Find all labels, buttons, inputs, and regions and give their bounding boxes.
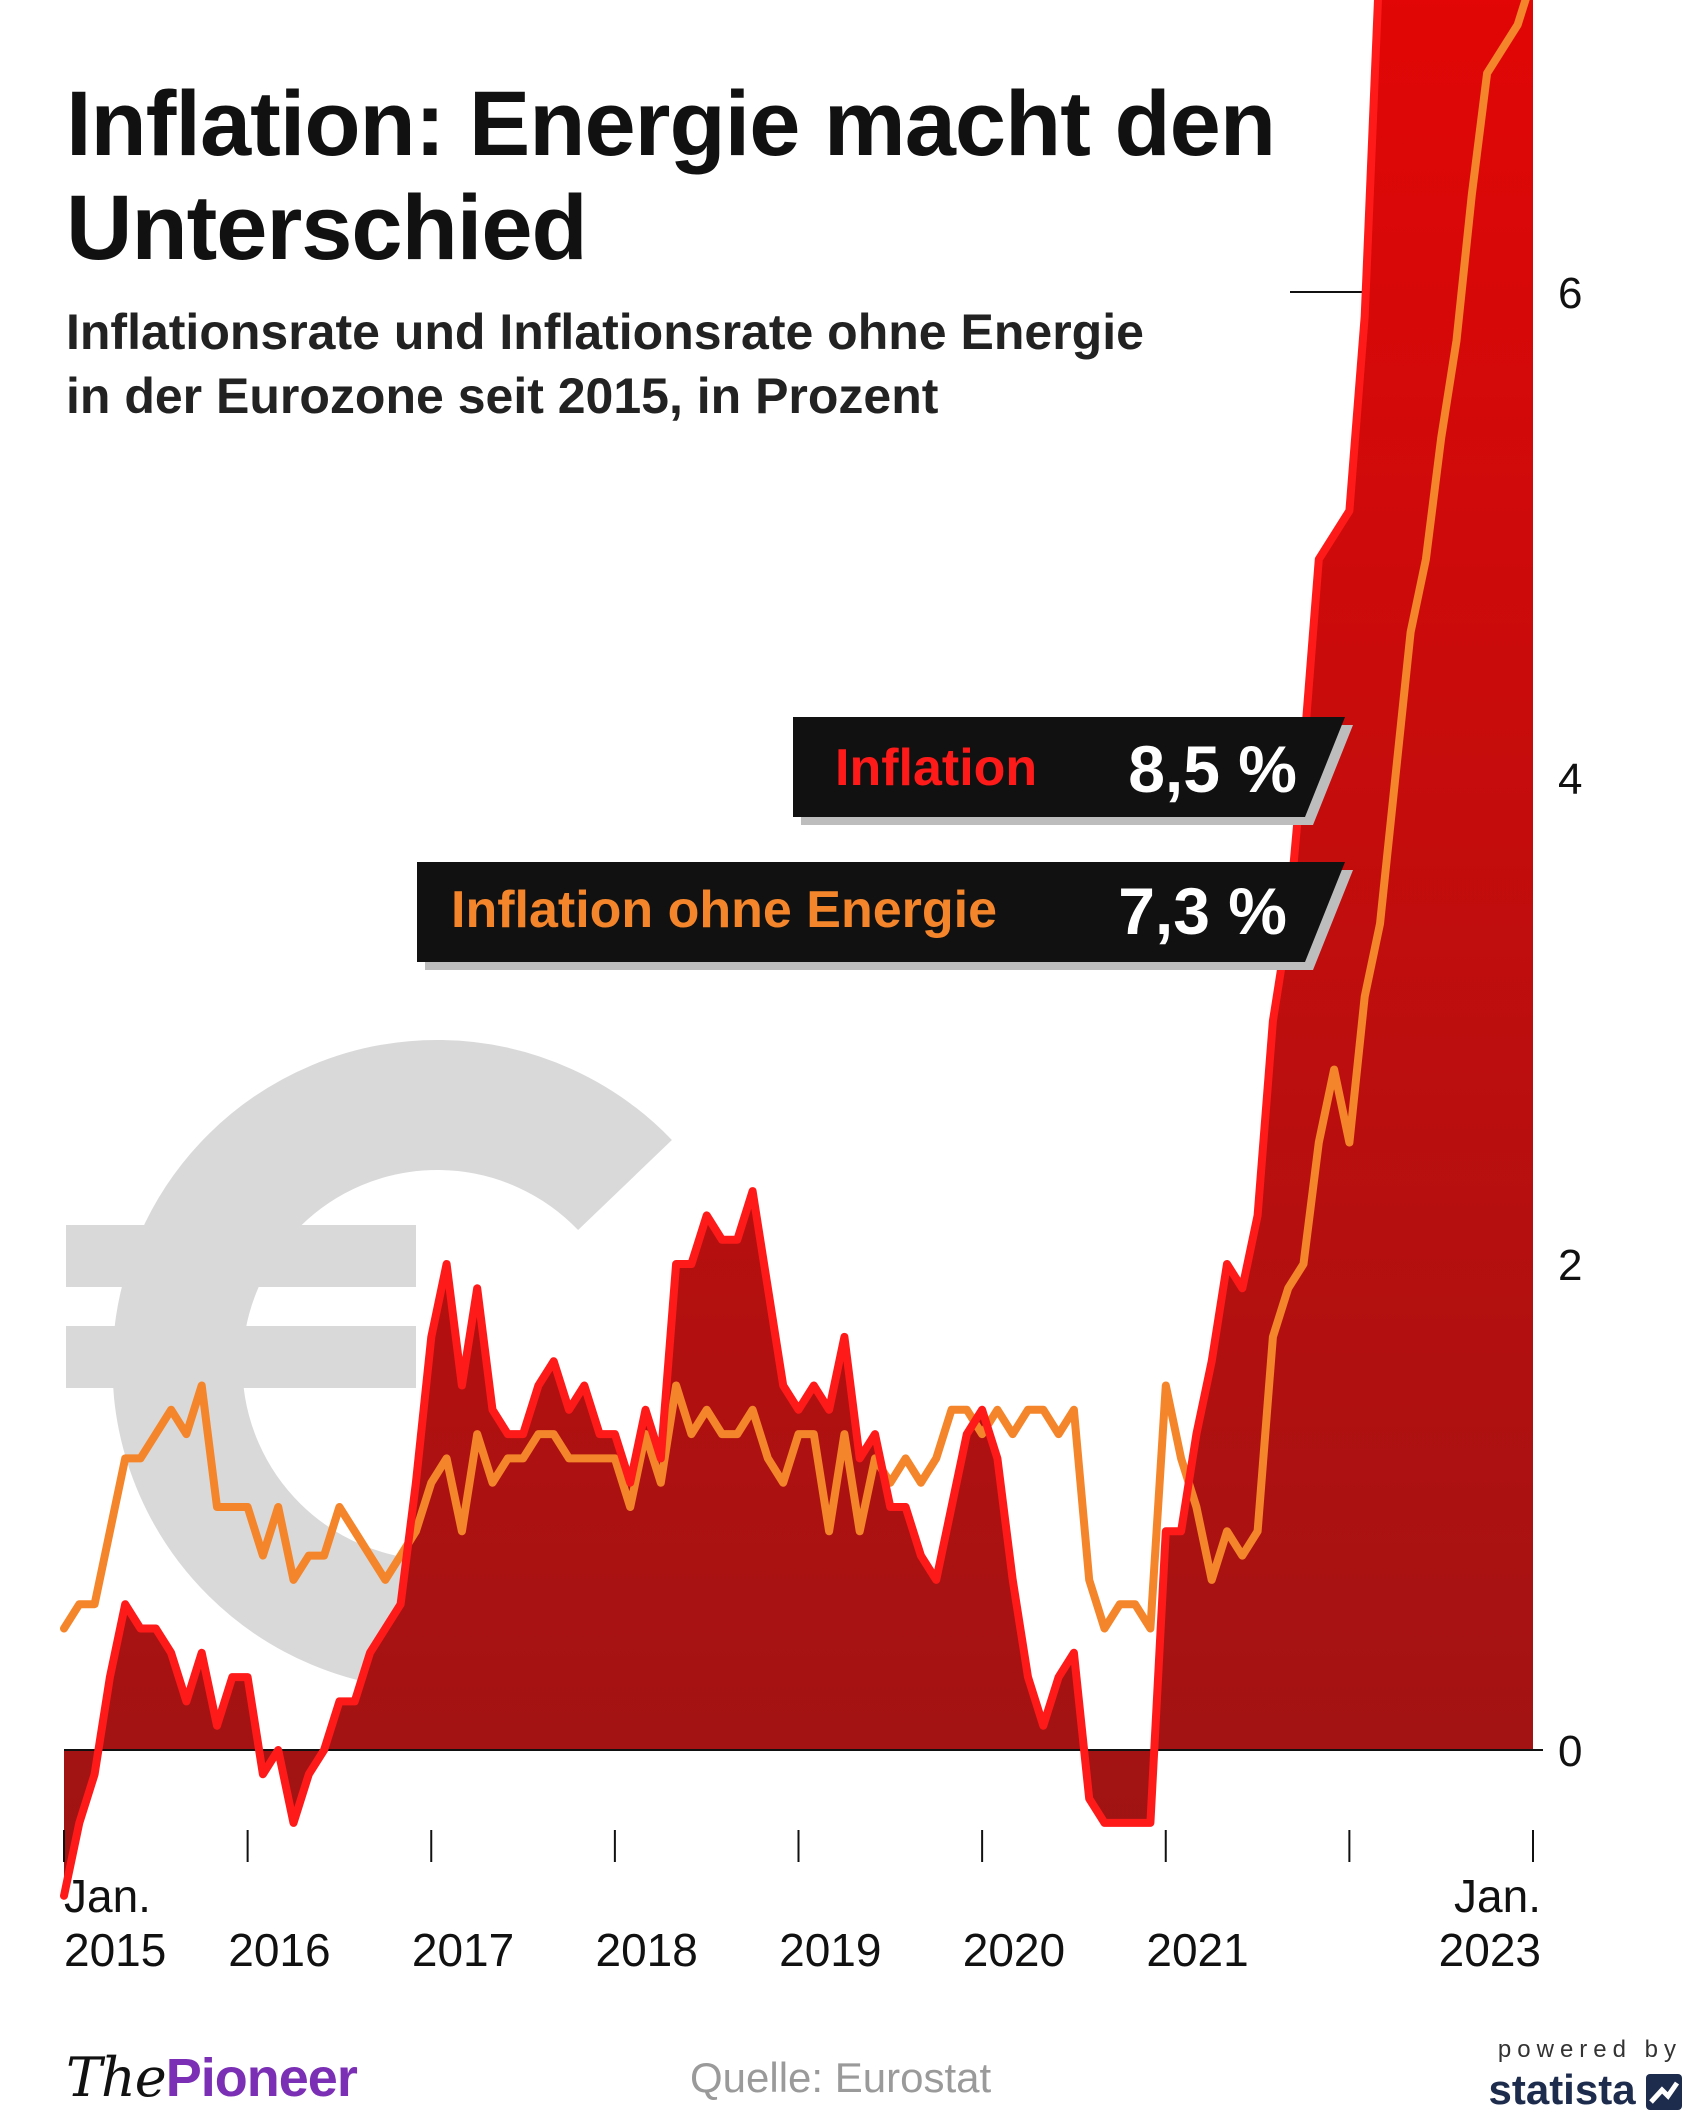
statista-mark-icon [1646, 2074, 1682, 2110]
core-inflation-line [60, 0, 1530, 1633]
callout-core-box [417, 862, 1345, 962]
x-label-year: 2021 [1146, 1924, 1248, 1976]
euro-icon-bar-top [66, 1225, 416, 1287]
callout-inflation: Inflation 8,5 % [793, 717, 1353, 825]
callout-core-value: 7,3 % [1118, 874, 1287, 948]
x-label-month: Jan. [1454, 1870, 1541, 1922]
source-note: Quelle: Eurostat [690, 2054, 992, 2101]
subtitle-line-2: in der Eurozone seit 2015, in Prozent [66, 368, 939, 424]
x-label-year: 2016 [228, 1924, 330, 1976]
y-axis-labels: 0246810 % [1558, 269, 1582, 1776]
x-label-year: 2023 [1439, 1924, 1541, 1976]
subtitle-line-1: Inflationsrate und Inflationsrate ohne E… [66, 304, 1144, 360]
thepioneer-logo: ThePioneer [66, 2046, 358, 2109]
x-label-year: 2017 [412, 1924, 514, 1976]
chart-subtitle: Inflationsrate und Inflationsrate ohne E… [66, 300, 1466, 428]
statista-logo: powered by statista [1488, 2036, 1682, 2114]
euro-icon-bar-bottom [66, 1326, 416, 1388]
x-label-year: 2018 [596, 1924, 698, 1976]
logo-pioneer: Pioneer [165, 2048, 358, 2108]
chart-title: Inflation: Energie macht den Unterschied [66, 73, 1276, 279]
inflation-area [64, 0, 1533, 1896]
powered-by-text: powered by [1497, 2036, 1682, 2063]
x-label-year: 2019 [779, 1924, 881, 1976]
y-tick-label: 4 [1558, 755, 1582, 804]
callout-inflation-label: Inflation [835, 739, 1037, 797]
callout-inflation-value: 8,5 % [1128, 732, 1297, 806]
callout-inflation-box [793, 717, 1345, 817]
statista-wordmark: statista [1488, 2066, 1636, 2113]
x-label-year: 2015 [64, 1924, 166, 1976]
logo-the: The [66, 2046, 167, 2109]
y-tick-label: 6 [1558, 269, 1582, 318]
callout-core-label: Inflation ohne Energie [451, 881, 997, 939]
y-tick-label: 0 [1558, 1727, 1582, 1776]
x-label-year: 2020 [963, 1924, 1065, 1976]
y-tick-label: 2 [1558, 1241, 1582, 1290]
callout-core: Inflation ohne Energie 7,3 % [417, 862, 1353, 970]
x-label-month: Jan. [64, 1870, 151, 1922]
